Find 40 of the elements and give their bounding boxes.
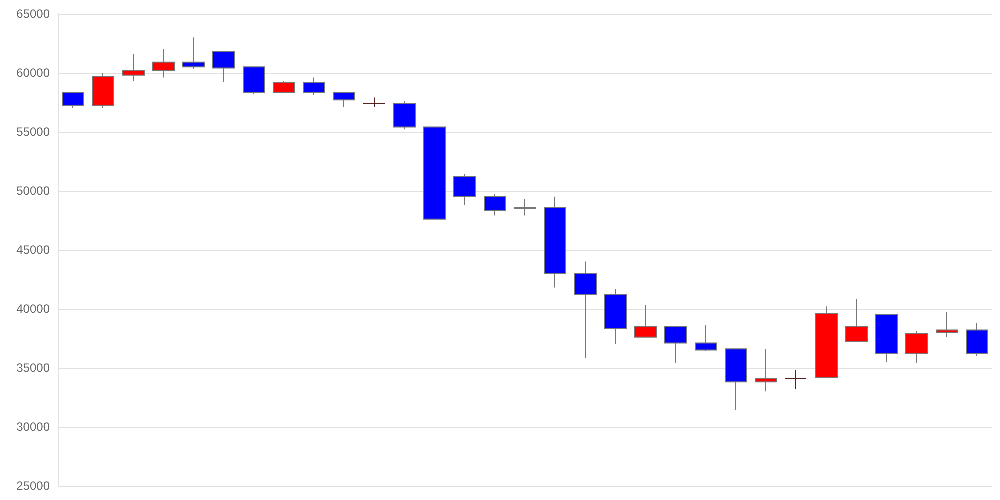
candlestick: [936, 312, 958, 338]
candlestick: [695, 325, 717, 352]
candlestick: [303, 77, 325, 96]
candlestick: [514, 198, 536, 216]
candlestick: [182, 37, 205, 70]
y-tick-label: 25000: [16, 479, 50, 493]
y-tick-label: 60000: [16, 66, 50, 80]
candlestick: [122, 54, 145, 82]
candlestick: [785, 370, 807, 390]
y-tick-label: 40000: [16, 302, 50, 316]
candlestick: [212, 51, 235, 83]
candlestick: [152, 48, 175, 78]
candlestick: [423, 126, 446, 220]
candlestick: [634, 304, 657, 338]
candlestick: [453, 174, 476, 206]
candlestick: [725, 348, 747, 411]
candlestick: [604, 288, 627, 345]
candlestick: [875, 314, 898, 363]
candlestick: [484, 194, 506, 216]
y-tick-label: 45000: [16, 243, 50, 257]
candlestick: [664, 326, 687, 364]
candlestick: [393, 100, 416, 130]
y-tick-label: 55000: [16, 125, 50, 139]
candlestick: [845, 299, 868, 343]
candlestick: [966, 322, 988, 357]
candlestick: [363, 97, 386, 108]
candlestick: [755, 348, 777, 392]
candlestick: [92, 72, 114, 109]
candlestick: [62, 92, 84, 109]
y-tick-label: 50000: [16, 184, 50, 198]
y-tick-label: 35000: [16, 361, 50, 375]
y-tick-label: 65000: [16, 7, 50, 21]
candlestick: [273, 80, 295, 94]
y-tick-label: 30000: [16, 420, 50, 434]
candlestick: [815, 306, 838, 378]
candlestick: [544, 196, 566, 288]
candlestick: [243, 66, 265, 95]
candlestick: [574, 261, 597, 360]
candlestick: [333, 92, 355, 108]
candlestick: [905, 330, 928, 364]
